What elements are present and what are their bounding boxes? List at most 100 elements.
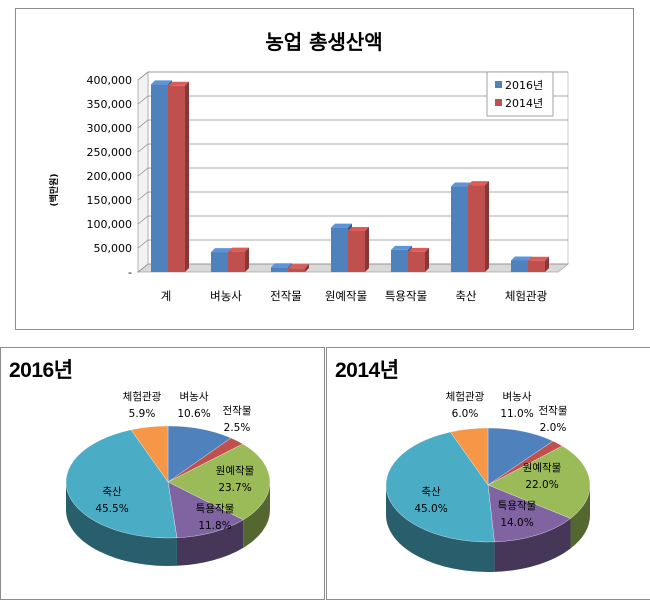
y-axis-ticks: 400,000 350,000 300,000 250,000 200,000 150,0… — [87, 74, 133, 279]
bar-2014 — [168, 81, 189, 272]
bar-top — [391, 245, 412, 250]
bar-top — [211, 248, 232, 253]
pie-label-value: 23.7% — [218, 482, 251, 494]
bar-front — [408, 251, 425, 272]
pie-panel-2016: 2016년 벼농사 10.6% 전작물 2.5% 원예작물 23.7% 특용작물 11.8% 축… — [0, 347, 325, 600]
pie-labels: 벼농사 11.0% 전작물 2.0% 원예작물 22.0% 특용작물 14.0% 축산 45.0%… — [414, 391, 568, 529]
pie-slice — [65, 429, 178, 539]
pie-depth — [66, 482, 270, 566]
pie-label-value: 14.0% — [500, 517, 533, 529]
bar-side — [425, 247, 429, 272]
gridline-depth — [137, 167, 149, 177]
pie-slice — [167, 443, 271, 520]
gridline-depth — [137, 119, 149, 129]
pie-slice-side — [243, 482, 270, 548]
x-tick-label: 전작물 — [270, 289, 302, 303]
x-tick-label: 계 — [161, 289, 172, 303]
bar-side — [365, 226, 369, 272]
bar-front — [211, 252, 228, 272]
y-tick-label: - — [128, 266, 132, 279]
y-axis-label: (백만원) — [48, 173, 60, 206]
gridline-depth — [137, 143, 149, 153]
bar-top — [168, 81, 189, 86]
pie-slice — [487, 427, 554, 486]
bar-side — [305, 264, 309, 272]
pie-label-value: 11.0% — [500, 408, 533, 420]
pie-slice — [385, 431, 495, 543]
y-tick-label: 200,000 — [87, 170, 133, 183]
bar-2014 — [348, 226, 369, 272]
bar-top — [348, 226, 369, 231]
bar-front — [528, 260, 545, 272]
bar-2014 — [408, 247, 429, 272]
pie-label-value: 5.9% — [129, 408, 156, 420]
pie-slice-side — [66, 482, 177, 566]
pie-label-name: 체험관광 — [123, 391, 162, 403]
pie-slice — [487, 484, 571, 543]
pie-slice — [167, 425, 232, 483]
pie-slices — [385, 427, 591, 543]
pie-panel-2014: 2014년 벼농사 11.0% 전작물 2.0% 원예작물 22.0% 특용작물 14.0% 축… — [326, 347, 650, 600]
bar-front — [348, 230, 365, 272]
x-tick-label: 벼농사 — [210, 289, 242, 303]
pie-labels: 벼농사 10.6% 전작물 2.5% 원예작물 23.7% 특용작물 11.8% 축산 45.5%… — [95, 391, 254, 532]
pie-slice — [130, 425, 169, 483]
x-axis-ticks: 계 벼농사 전작물 원예작물 특용작물 축산 체험관광 — [161, 289, 548, 303]
gridline-depth — [137, 215, 149, 225]
bar-2014 — [528, 256, 549, 272]
bar-side — [545, 256, 549, 272]
pie-label-name: 축산 — [102, 486, 122, 498]
gridline-depth — [137, 263, 149, 273]
pie-title-2016: 2016년 — [9, 359, 73, 382]
bar-front — [468, 185, 485, 272]
pie-label-name: 원예작물 — [523, 461, 562, 474]
bar-top — [468, 181, 489, 186]
bar-front — [451, 186, 468, 272]
bar-chart: 농업 총생산액 (백만원) 400,000 350,000 300,000 250,0… — [48, 30, 570, 303]
pie-chart-2014: 벼농사 11.0% 전작물 2.0% 원예작물 22.0% 특용작물 14.0% 축산 45.0%… — [385, 391, 591, 572]
legend-swatch-2016 — [495, 81, 502, 88]
pie-label-name: 원예작물 — [216, 464, 255, 477]
bar-top — [511, 256, 532, 261]
pie-label-name: 축산 — [421, 486, 441, 498]
pie-label-value: 11.8% — [198, 520, 231, 532]
pie-slice — [450, 427, 489, 486]
pie-slice-side — [176, 519, 244, 566]
pie-slice — [167, 481, 244, 538]
bar-top — [288, 264, 309, 269]
pie-slices — [65, 425, 271, 539]
bar-top — [228, 247, 249, 252]
bar-2014 — [288, 264, 309, 272]
bar-top — [271, 263, 292, 268]
bar-chart-panel: 농업 총생산액 (백만원) 400,000 350,000 300,000 250,0… — [15, 8, 634, 330]
pie-label-value: 6.0% — [452, 408, 479, 420]
bar-top — [151, 80, 172, 85]
gridline-depth — [137, 191, 149, 201]
legend-box — [486, 71, 554, 117]
pie-label-name: 특용작물 — [498, 500, 537, 512]
bar-top — [408, 247, 429, 252]
pie-label-name: 전작물 — [539, 405, 568, 417]
pie-label-value: 2.0% — [540, 422, 567, 434]
gridline-depth — [137, 71, 149, 81]
bar-side — [245, 247, 249, 272]
pie-label-name: 전작물 — [223, 405, 252, 417]
x-tick-label: 체험관광 — [505, 289, 548, 303]
legend-swatch-2014 — [495, 99, 502, 106]
legend-label: 2014년 — [505, 97, 543, 110]
x-tick-label: 축산 — [455, 289, 477, 303]
bar-front — [391, 249, 408, 272]
chart-title: 농업 총생산액 — [265, 30, 382, 54]
bar-2014 — [468, 181, 489, 272]
bar-front — [331, 227, 348, 272]
pie-slice — [487, 445, 591, 519]
y-tick-label: 150,000 — [87, 194, 133, 207]
y-tick-label: 400,000 — [87, 74, 133, 87]
y-tick-label: 250,000 — [87, 146, 133, 159]
bar-front — [228, 251, 245, 272]
x-tick-label: 원예작물 — [325, 289, 367, 303]
pie-label-value: 45.0% — [414, 503, 447, 515]
bar-front — [151, 84, 168, 272]
gridline-depth — [137, 239, 149, 249]
bar-side — [185, 81, 189, 272]
